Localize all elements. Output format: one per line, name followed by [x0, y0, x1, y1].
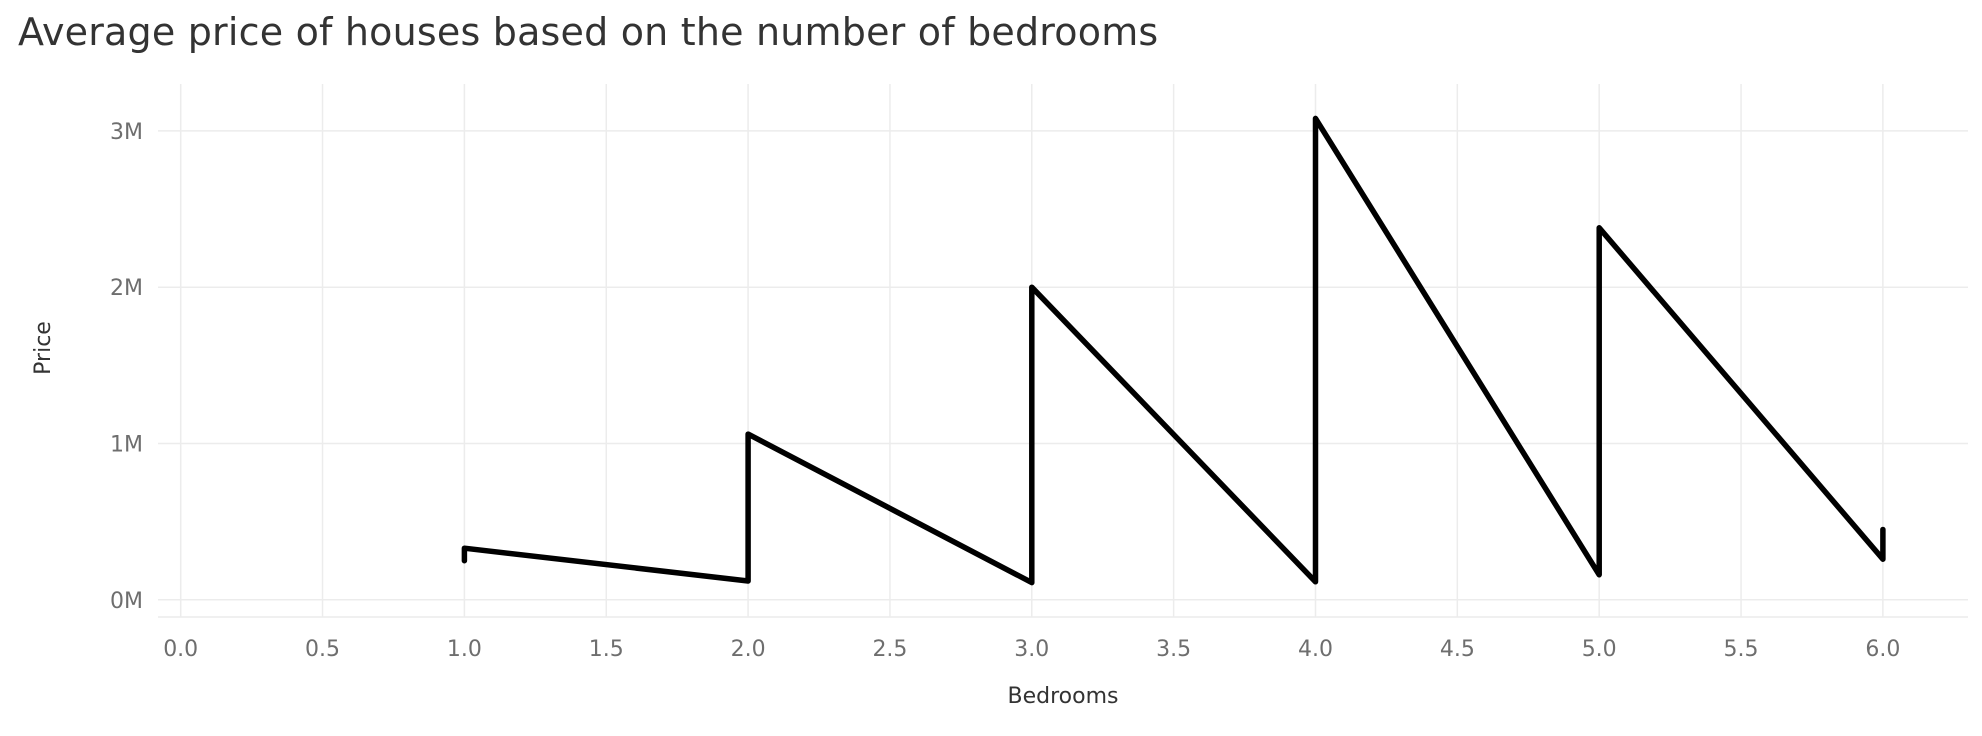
- y-axis-ticks: 0M 1M 2M 3M: [110, 120, 143, 614]
- x-tick-label: 3.5: [1156, 637, 1191, 662]
- series-group: [461, 115, 1886, 586]
- x-axis-ticks: 0.0 0.5 1.0 1.5 2.0 2.5 3.0 3.5 4.0 4.5 5.0 5.5 6.0: [163, 637, 1900, 662]
- y-tick-label: 3M: [110, 120, 143, 145]
- x-tick-label: 6.0: [1865, 637, 1900, 662]
- x-tick-label: 1.5: [589, 637, 624, 662]
- y-axis-label: Price: [31, 321, 56, 375]
- x-tick-label: 2.5: [872, 637, 907, 662]
- x-axis-label: Bedrooms: [1008, 684, 1119, 709]
- x-tick-label: 4.0: [1298, 637, 1333, 662]
- x-tick-label: 5.5: [1724, 637, 1759, 662]
- x-tick-label: 0.5: [305, 637, 340, 662]
- chart-title: Average price of houses based on the num…: [18, 10, 1159, 54]
- x-tick-label: 1.0: [447, 637, 482, 662]
- y-tick-label: 0M: [110, 589, 143, 614]
- x-tick-label: 0.0: [163, 637, 198, 662]
- y-tick-label: 2M: [110, 276, 143, 301]
- x-tick-label: 4.5: [1440, 637, 1475, 662]
- x-tick-label: 2.0: [731, 637, 766, 662]
- y-tick-label: 1M: [110, 433, 143, 458]
- x-tick-label: 5.0: [1582, 637, 1617, 662]
- gridlines: [158, 84, 1968, 618]
- x-tick-label: 3.0: [1014, 637, 1049, 662]
- series-line: [461, 115, 1886, 586]
